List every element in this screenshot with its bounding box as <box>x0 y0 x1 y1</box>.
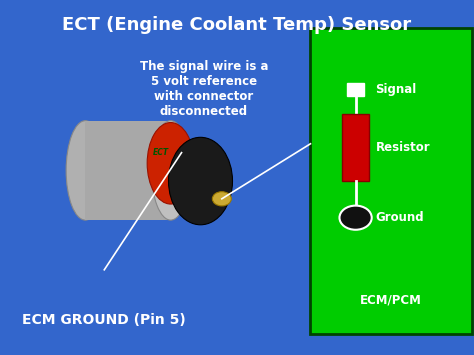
Text: Resistor: Resistor <box>375 141 430 154</box>
Text: ECT (Engine Coolant Temp) Sensor: ECT (Engine Coolant Temp) Sensor <box>63 16 411 34</box>
Text: ECM GROUND (Pin 5): ECM GROUND (Pin 5) <box>22 312 186 327</box>
Text: ECM/PCM: ECM/PCM <box>360 294 422 307</box>
Ellipse shape <box>212 192 231 206</box>
Bar <box>347 83 364 96</box>
Bar <box>342 114 369 181</box>
Ellipse shape <box>151 121 190 220</box>
Circle shape <box>339 206 372 230</box>
Text: Ground: Ground <box>375 211 424 224</box>
Ellipse shape <box>169 137 233 225</box>
Text: ECT: ECT <box>153 148 169 157</box>
Text: Signal: Signal <box>375 83 417 96</box>
Bar <box>310 28 472 334</box>
Text: The signal wire is a
5 volt reference
with connector
disconnected: The signal wire is a 5 volt reference wi… <box>139 60 268 118</box>
Ellipse shape <box>147 122 194 204</box>
Bar <box>85 121 171 220</box>
Ellipse shape <box>66 121 104 220</box>
